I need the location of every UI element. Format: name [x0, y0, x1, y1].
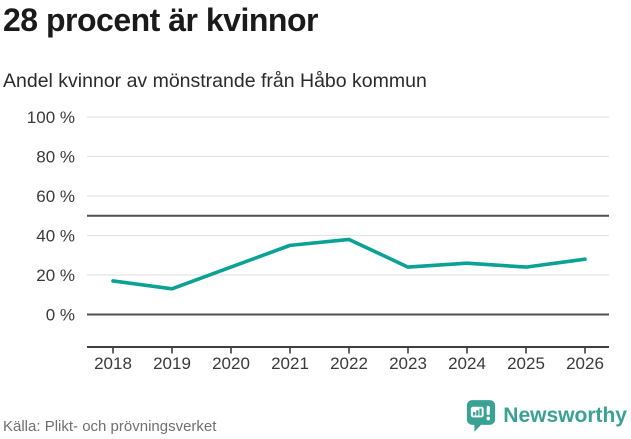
x-tick-label: 2019 [153, 354, 191, 373]
y-tick-label: 100 % [27, 108, 75, 127]
y-tick-label: 20 % [36, 266, 75, 285]
newsworthy-logo-icon [467, 400, 496, 432]
x-tick-label: 2022 [330, 354, 368, 373]
newsworthy-logo: Newsworthy [466, 399, 627, 433]
brand-name: Newsworthy [503, 404, 627, 427]
x-tick-label: 2025 [507, 354, 545, 373]
chart-subtitle: Andel kvinnor av mönstrande från Håbo ko… [3, 70, 427, 92]
x-tick-label: 2020 [212, 354, 250, 373]
page-title: 28 procent är kvinnor [3, 2, 318, 38]
x-tick-label: 2024 [448, 354, 486, 373]
x-tick-label: 2023 [389, 354, 427, 373]
x-tick-label: 2026 [566, 354, 604, 373]
y-tick-label: 0 % [46, 306, 75, 325]
source-note: Källa: Plikt- och prövningsverket [3, 418, 217, 435]
y-tick-label: 60 % [36, 187, 75, 206]
line-chart: 2018 2019 2020 2021 2022 2023 2024 2025 2026 0 % 2… [27, 108, 609, 373]
series-line [111, 237, 587, 291]
y-tick-label: 80 % [36, 148, 75, 167]
x-tick-label: 2018 [94, 354, 132, 373]
x-tick-label: 2021 [271, 354, 309, 373]
y-tick-label: 40 % [36, 227, 75, 246]
exclamation-icon [486, 405, 491, 416]
